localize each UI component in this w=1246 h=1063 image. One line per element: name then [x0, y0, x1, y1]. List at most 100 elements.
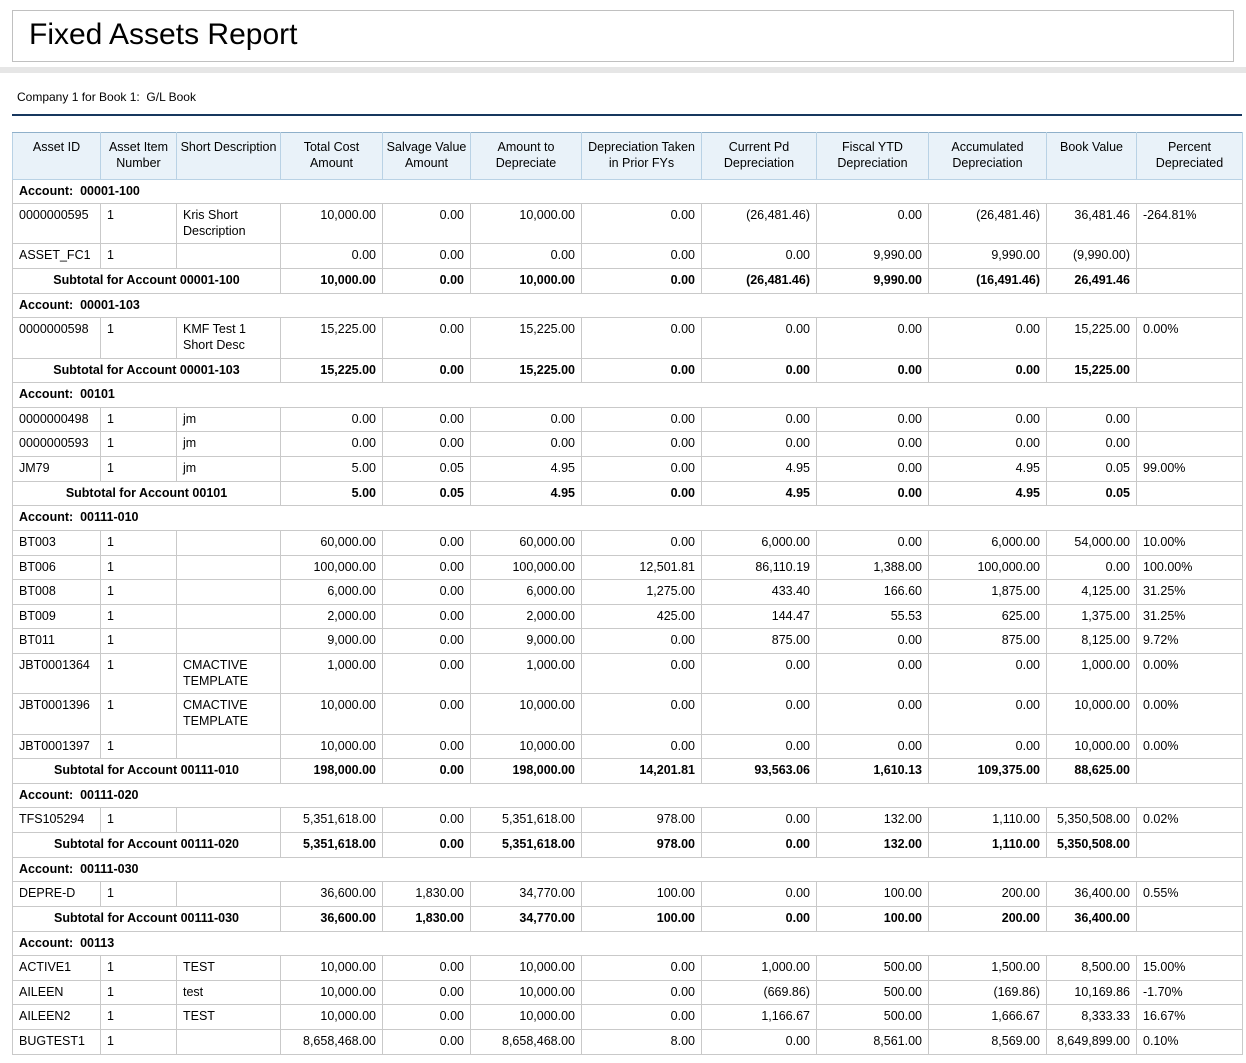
cell-current-pd-depreciation: 1,166.67 [701, 1004, 817, 1030]
cell-asset-id: JM79 [12, 456, 101, 482]
cell-book-value: 10,000.00 [1046, 693, 1137, 735]
cell-short-description [176, 628, 281, 654]
subtotal-book-value: 0.05 [1046, 480, 1137, 507]
cell-fiscal-ytd-depreciation: 500.00 [816, 955, 929, 981]
cell-percent-depreciated: 15.00% [1136, 955, 1243, 981]
cell-amount-to-depreciate: 10,000.00 [470, 955, 582, 981]
cell-current-pd-depreciation: 0.00 [701, 807, 817, 833]
cell-current-pd-depreciation: 0.00 [701, 406, 817, 433]
cell-depreciation-taken-in-prior-fys: 1,275.00 [581, 579, 702, 605]
subtotal-total-cost-amount: 5.00 [280, 480, 383, 507]
cell-current-pd-depreciation: (26,481.46) [701, 203, 817, 245]
asset-row: JBT0001397 1 10,000.00 0.00 10,000.00 0.00 0.0… [12, 733, 1243, 760]
cell-amount-to-depreciate: 4.95 [470, 456, 582, 482]
cell-amount-to-depreciate: 9,000.00 [470, 628, 582, 654]
asset-row: JBT0001396 1 CMACTIVE TEMPLATE 10,000.00 0.0… [12, 693, 1243, 735]
subtotal-amount-to-depreciate: 5,351,618.00 [470, 832, 582, 858]
cell-accumulated-depreciation: 6,000.00 [928, 529, 1047, 556]
subtotal-depreciation-taken-in-prior-fys: 0.00 [581, 268, 702, 294]
cell-depreciation-taken-in-prior-fys: 0.00 [581, 955, 702, 981]
account-label: Account: 00001-100 [12, 178, 1243, 205]
cell-percent-depreciated: 0.00% [1136, 317, 1243, 359]
cell-book-value: 8,500.00 [1046, 955, 1137, 981]
cell-short-description [176, 554, 281, 581]
cell-depreciation-taken-in-prior-fys: 0.00 [581, 628, 702, 654]
cell-asset-id: 0000000498 [12, 406, 101, 433]
cell-percent-depreciated: -264.81% [1136, 203, 1243, 245]
column-header: Total Cost Amount [280, 132, 383, 180]
cell-current-pd-depreciation: 875.00 [701, 628, 817, 654]
account-header-row: Account: 00001-100 [12, 178, 1243, 205]
account-header-row: Account: 00113 [12, 930, 1243, 957]
subtotal-total-cost-amount: 5,351,618.00 [280, 832, 383, 858]
subtotal-amount-to-depreciate: 10,000.00 [470, 268, 582, 294]
cell-percent-depreciated [1136, 431, 1243, 457]
cell-depreciation-taken-in-prior-fys: 0.00 [581, 693, 702, 735]
cell-accumulated-depreciation: 0.00 [928, 431, 1047, 457]
cell-current-pd-depreciation: 0.00 [701, 1029, 817, 1055]
cell-percent-depreciated: 100.00% [1136, 554, 1243, 581]
cell-depreciation-taken-in-prior-fys: 0.00 [581, 406, 702, 433]
cell-salvage-value-amount: 0.00 [382, 807, 471, 833]
cell-percent-depreciated: 0.55% [1136, 881, 1243, 907]
column-header: Depreciation Taken in Prior FYs [581, 132, 702, 180]
subtotal-label: Subtotal for Account 00101 [12, 480, 281, 507]
subtotal-accumulated-depreciation: 4.95 [928, 480, 1047, 507]
cell-fiscal-ytd-depreciation: 55.53 [816, 603, 929, 630]
subtotal-row: Subtotal for Account 00111-020 5,351,618.… [12, 832, 1243, 858]
cell-book-value: 0.05 [1046, 456, 1137, 482]
cell-percent-depreciated [1136, 243, 1243, 269]
cell-asset-id: BT008 [12, 579, 101, 605]
subtotal-percent-depreciated [1136, 832, 1243, 858]
cell-accumulated-depreciation: (26,481.46) [928, 203, 1047, 245]
asset-row: TFS105294 1 5,351,618.00 0.00 5,351,618.00 97… [12, 807, 1243, 833]
cell-salvage-value-amount: 0.00 [382, 317, 471, 359]
account-header-row: Account: 00111-020 [12, 782, 1243, 809]
subtitle-divider-rule [12, 114, 1242, 116]
cell-fiscal-ytd-depreciation: 0.00 [816, 406, 929, 433]
cell-amount-to-depreciate: 60,000.00 [470, 529, 582, 556]
account-header-row: Account: 00001-103 [12, 292, 1243, 319]
cell-total-cost-amount: 10,000.00 [280, 733, 383, 760]
cell-asset-item-number: 1 [100, 693, 177, 735]
cell-depreciation-taken-in-prior-fys: 425.00 [581, 603, 702, 630]
cell-total-cost-amount: 1,000.00 [280, 652, 383, 695]
asset-row: BT009 1 2,000.00 0.00 2,000.00 425.00 144.47 55… [12, 603, 1243, 630]
cell-accumulated-depreciation: 0.00 [928, 406, 1047, 433]
cell-percent-depreciated: -1.70% [1136, 979, 1243, 1006]
cell-accumulated-depreciation: 625.00 [928, 603, 1047, 630]
subtotal-label: Subtotal for Account 00001-103 [12, 357, 281, 384]
subtotal-amount-to-depreciate: 198,000.00 [470, 758, 582, 784]
cell-total-cost-amount: 10,000.00 [280, 1004, 383, 1030]
cell-fiscal-ytd-depreciation: 0.00 [816, 317, 929, 359]
cell-fiscal-ytd-depreciation: 0.00 [816, 203, 929, 245]
cell-fiscal-ytd-depreciation: 0.00 [816, 456, 929, 482]
cell-total-cost-amount: 6,000.00 [280, 579, 383, 605]
account-label: Account: 00111-020 [12, 782, 1243, 809]
cell-amount-to-depreciate: 0.00 [470, 431, 582, 457]
asset-row: 0000000498 1 jm 0.00 0.00 0.00 0.00 0.00 0.00 0.0… [12, 406, 1243, 433]
cell-depreciation-taken-in-prior-fys: 0.00 [581, 456, 702, 482]
asset-row: 0000000593 1 jm 0.00 0.00 0.00 0.00 0.00 0.00 0.0… [12, 431, 1243, 457]
fixed-assets-table: Asset ID Asset Item Number Short Descripti… [12, 132, 1243, 1055]
subtotal-depreciation-taken-in-prior-fys: 978.00 [581, 832, 702, 858]
cell-depreciation-taken-in-prior-fys: 0.00 [581, 529, 702, 556]
cell-percent-depreciated: 0.02% [1136, 807, 1243, 833]
cell-asset-id: 0000000595 [12, 203, 101, 245]
cell-asset-item-number: 1 [100, 406, 177, 433]
cell-salvage-value-amount: 0.00 [382, 733, 471, 760]
cell-asset-id: 0000000598 [12, 317, 101, 359]
cell-salvage-value-amount: 0.00 [382, 652, 471, 695]
cell-book-value: 10,169.86 [1046, 979, 1137, 1006]
subtotal-label: Subtotal for Account 00001-100 [12, 268, 281, 294]
cell-accumulated-depreciation: 1,666.67 [928, 1004, 1047, 1030]
subtotal-fiscal-ytd-depreciation: 100.00 [816, 905, 929, 932]
asset-row: AILEEN2 1 TEST 10,000.00 0.00 10,000.00 0.00 1,… [12, 1004, 1243, 1030]
subtotal-fiscal-ytd-depreciation: 1,610.13 [816, 758, 929, 784]
asset-row: DEPRE-D 1 36,600.00 1,830.00 34,770.00 100.00… [12, 881, 1243, 907]
cell-asset-item-number: 1 [100, 579, 177, 605]
title-divider-band [0, 67, 1246, 73]
cell-asset-id: BT003 [12, 529, 101, 556]
cell-asset-id: ASSET_FC1 [12, 243, 101, 269]
account-label: Account: 00111-030 [12, 856, 1243, 883]
